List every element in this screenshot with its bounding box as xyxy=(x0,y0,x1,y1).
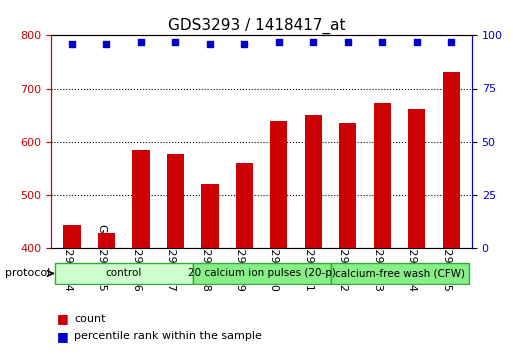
Bar xyxy=(270,121,287,248)
Bar xyxy=(305,115,322,248)
Bar xyxy=(167,154,184,248)
Point xyxy=(137,39,145,45)
Text: protocol: protocol xyxy=(5,268,50,278)
Text: count: count xyxy=(74,314,106,324)
Bar xyxy=(443,72,460,248)
Text: GDS3293 / 1418417_at: GDS3293 / 1418417_at xyxy=(168,18,345,34)
Text: percentile rank within the sample: percentile rank within the sample xyxy=(74,331,262,341)
Text: ■: ■ xyxy=(56,330,68,343)
Point xyxy=(275,39,283,45)
Point xyxy=(344,39,352,45)
Bar xyxy=(373,103,391,248)
Point xyxy=(309,39,318,45)
Bar xyxy=(339,123,357,248)
FancyBboxPatch shape xyxy=(330,263,468,284)
Bar xyxy=(408,109,425,248)
Text: control: control xyxy=(106,268,142,279)
Bar xyxy=(64,225,81,248)
Text: 20 calcium ion pulses (20-p): 20 calcium ion pulses (20-p) xyxy=(188,268,336,279)
Point xyxy=(206,41,214,47)
Point xyxy=(68,41,76,47)
Bar xyxy=(98,234,115,248)
FancyBboxPatch shape xyxy=(193,263,330,284)
Point xyxy=(412,39,421,45)
Point xyxy=(240,41,248,47)
Point xyxy=(171,39,180,45)
Bar xyxy=(236,163,253,248)
FancyBboxPatch shape xyxy=(55,263,193,284)
Text: calcium-free wash (CFW): calcium-free wash (CFW) xyxy=(334,268,465,279)
Text: ■: ■ xyxy=(56,312,68,325)
Point xyxy=(103,41,111,47)
Point xyxy=(447,39,456,45)
Bar xyxy=(201,183,219,248)
Bar xyxy=(132,149,150,248)
Point xyxy=(378,39,386,45)
